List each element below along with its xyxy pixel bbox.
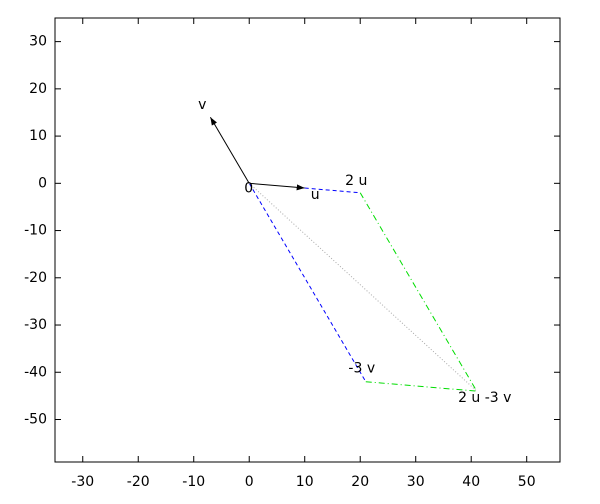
y-tick-label: -10 xyxy=(24,223,47,239)
x-tick-label: -30 xyxy=(71,474,94,490)
vector-line xyxy=(304,187,361,194)
y-tick-label: 20 xyxy=(29,81,47,97)
annotation: 0 xyxy=(244,180,253,196)
vector-line xyxy=(209,116,250,184)
annotation: 2 u xyxy=(345,173,367,189)
x-tick-label: 30 xyxy=(407,474,425,490)
y-tick-label: 30 xyxy=(29,34,47,50)
vector-line xyxy=(365,381,477,392)
y-tick-label: -30 xyxy=(24,317,47,333)
vector-line xyxy=(248,182,478,392)
y-tick-label: 0 xyxy=(38,175,47,191)
x-tick-label: 0 xyxy=(245,474,254,490)
vector-line xyxy=(359,192,478,392)
annotation: -3 v xyxy=(348,361,375,377)
x-tick-label: 50 xyxy=(518,474,536,490)
vector-line xyxy=(249,182,305,191)
plot-frame xyxy=(54,17,561,463)
x-tick-label: -20 xyxy=(127,474,150,490)
x-tick-label: 10 xyxy=(296,474,314,490)
x-tick-label: -10 xyxy=(182,474,205,490)
annotation: 2 u -3 v xyxy=(458,390,511,406)
x-tick-label: 20 xyxy=(351,474,369,490)
annotation: u xyxy=(311,187,320,203)
annotation: v xyxy=(198,97,206,113)
y-tick-label: -20 xyxy=(24,270,47,286)
x-tick-label: 40 xyxy=(462,474,480,490)
vector-line xyxy=(248,183,367,382)
y-tick-label: -40 xyxy=(24,364,47,380)
y-tick-label: -50 xyxy=(24,411,47,427)
y-tick-label: 10 xyxy=(29,128,47,144)
